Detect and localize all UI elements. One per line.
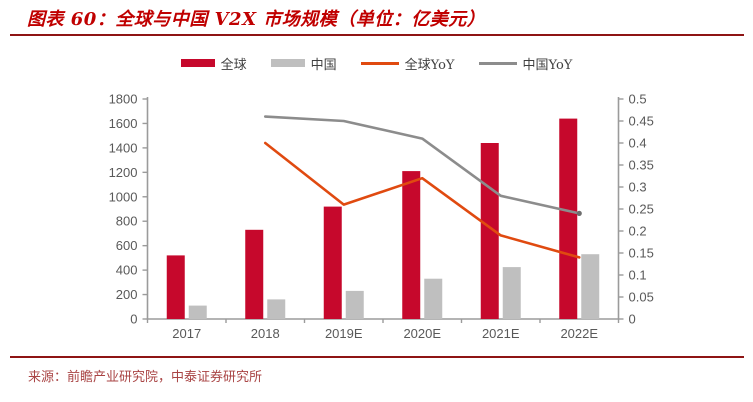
legend-item-china-bar: 中国 [270,54,337,73]
chart-title: 图表 60：全球与中国 V2X 市场规模（单位：亿美元） [27,9,486,30]
svg-text:2018: 2018 [251,326,280,341]
legend-label-china-yoy: 中国YoY [522,57,573,73]
legend-label-china: 中国 [310,57,337,73]
svg-text:200: 200 [116,287,138,302]
svg-text:0.5: 0.5 [629,92,647,107]
global-bar-swatch-icon [180,59,215,67]
title-underline [10,34,744,36]
svg-text:0.2: 0.2 [629,224,647,239]
svg-text:0.15: 0.15 [629,246,654,261]
svg-text:800: 800 [116,214,138,229]
legend-label-global: 全球 [220,57,247,73]
svg-text:400: 400 [116,263,138,278]
svg-text:0: 0 [130,312,137,327]
svg-text:2017: 2017 [172,326,201,341]
svg-text:0.4: 0.4 [629,136,647,151]
footer-rule [10,356,744,358]
china-bar-swatch-icon [270,59,305,67]
legend-item-global-bar: 全球 [180,54,247,73]
svg-text:1200: 1200 [109,165,138,180]
svg-text:0.05: 0.05 [629,290,654,305]
svg-text:2022E: 2022E [560,326,598,341]
svg-text:1000: 1000 [109,189,138,204]
svg-text:0.3: 0.3 [629,180,647,195]
svg-text:1800: 1800 [109,92,138,107]
source-note: 来源：前瞻产业研究院，中泰证券研究所 [28,370,263,385]
svg-text:1400: 1400 [109,140,138,155]
svg-text:0.1: 0.1 [629,268,647,283]
china-yoy-line-swatch-icon [478,61,517,65]
svg-text:0.25: 0.25 [629,202,654,217]
svg-text:2019E: 2019E [325,326,363,341]
svg-text:0.35: 0.35 [629,158,654,173]
svg-text:600: 600 [116,238,138,253]
global-yoy-line-swatch-icon [360,61,399,65]
legend-item-global-yoy: 全球YoY [360,54,455,73]
svg-text:0: 0 [629,312,636,327]
legend: 全球 中国 全球YoY 中国YoY [0,54,753,73]
legend-label-global-yoy: 全球YoY [404,57,455,73]
svg-text:2020E: 2020E [403,326,441,341]
svg-text:0.45: 0.45 [629,114,654,129]
svg-text:1600: 1600 [109,116,138,131]
svg-text:2021E: 2021E [482,326,520,341]
legend-item-china-yoy: 中国YoY [478,54,573,73]
